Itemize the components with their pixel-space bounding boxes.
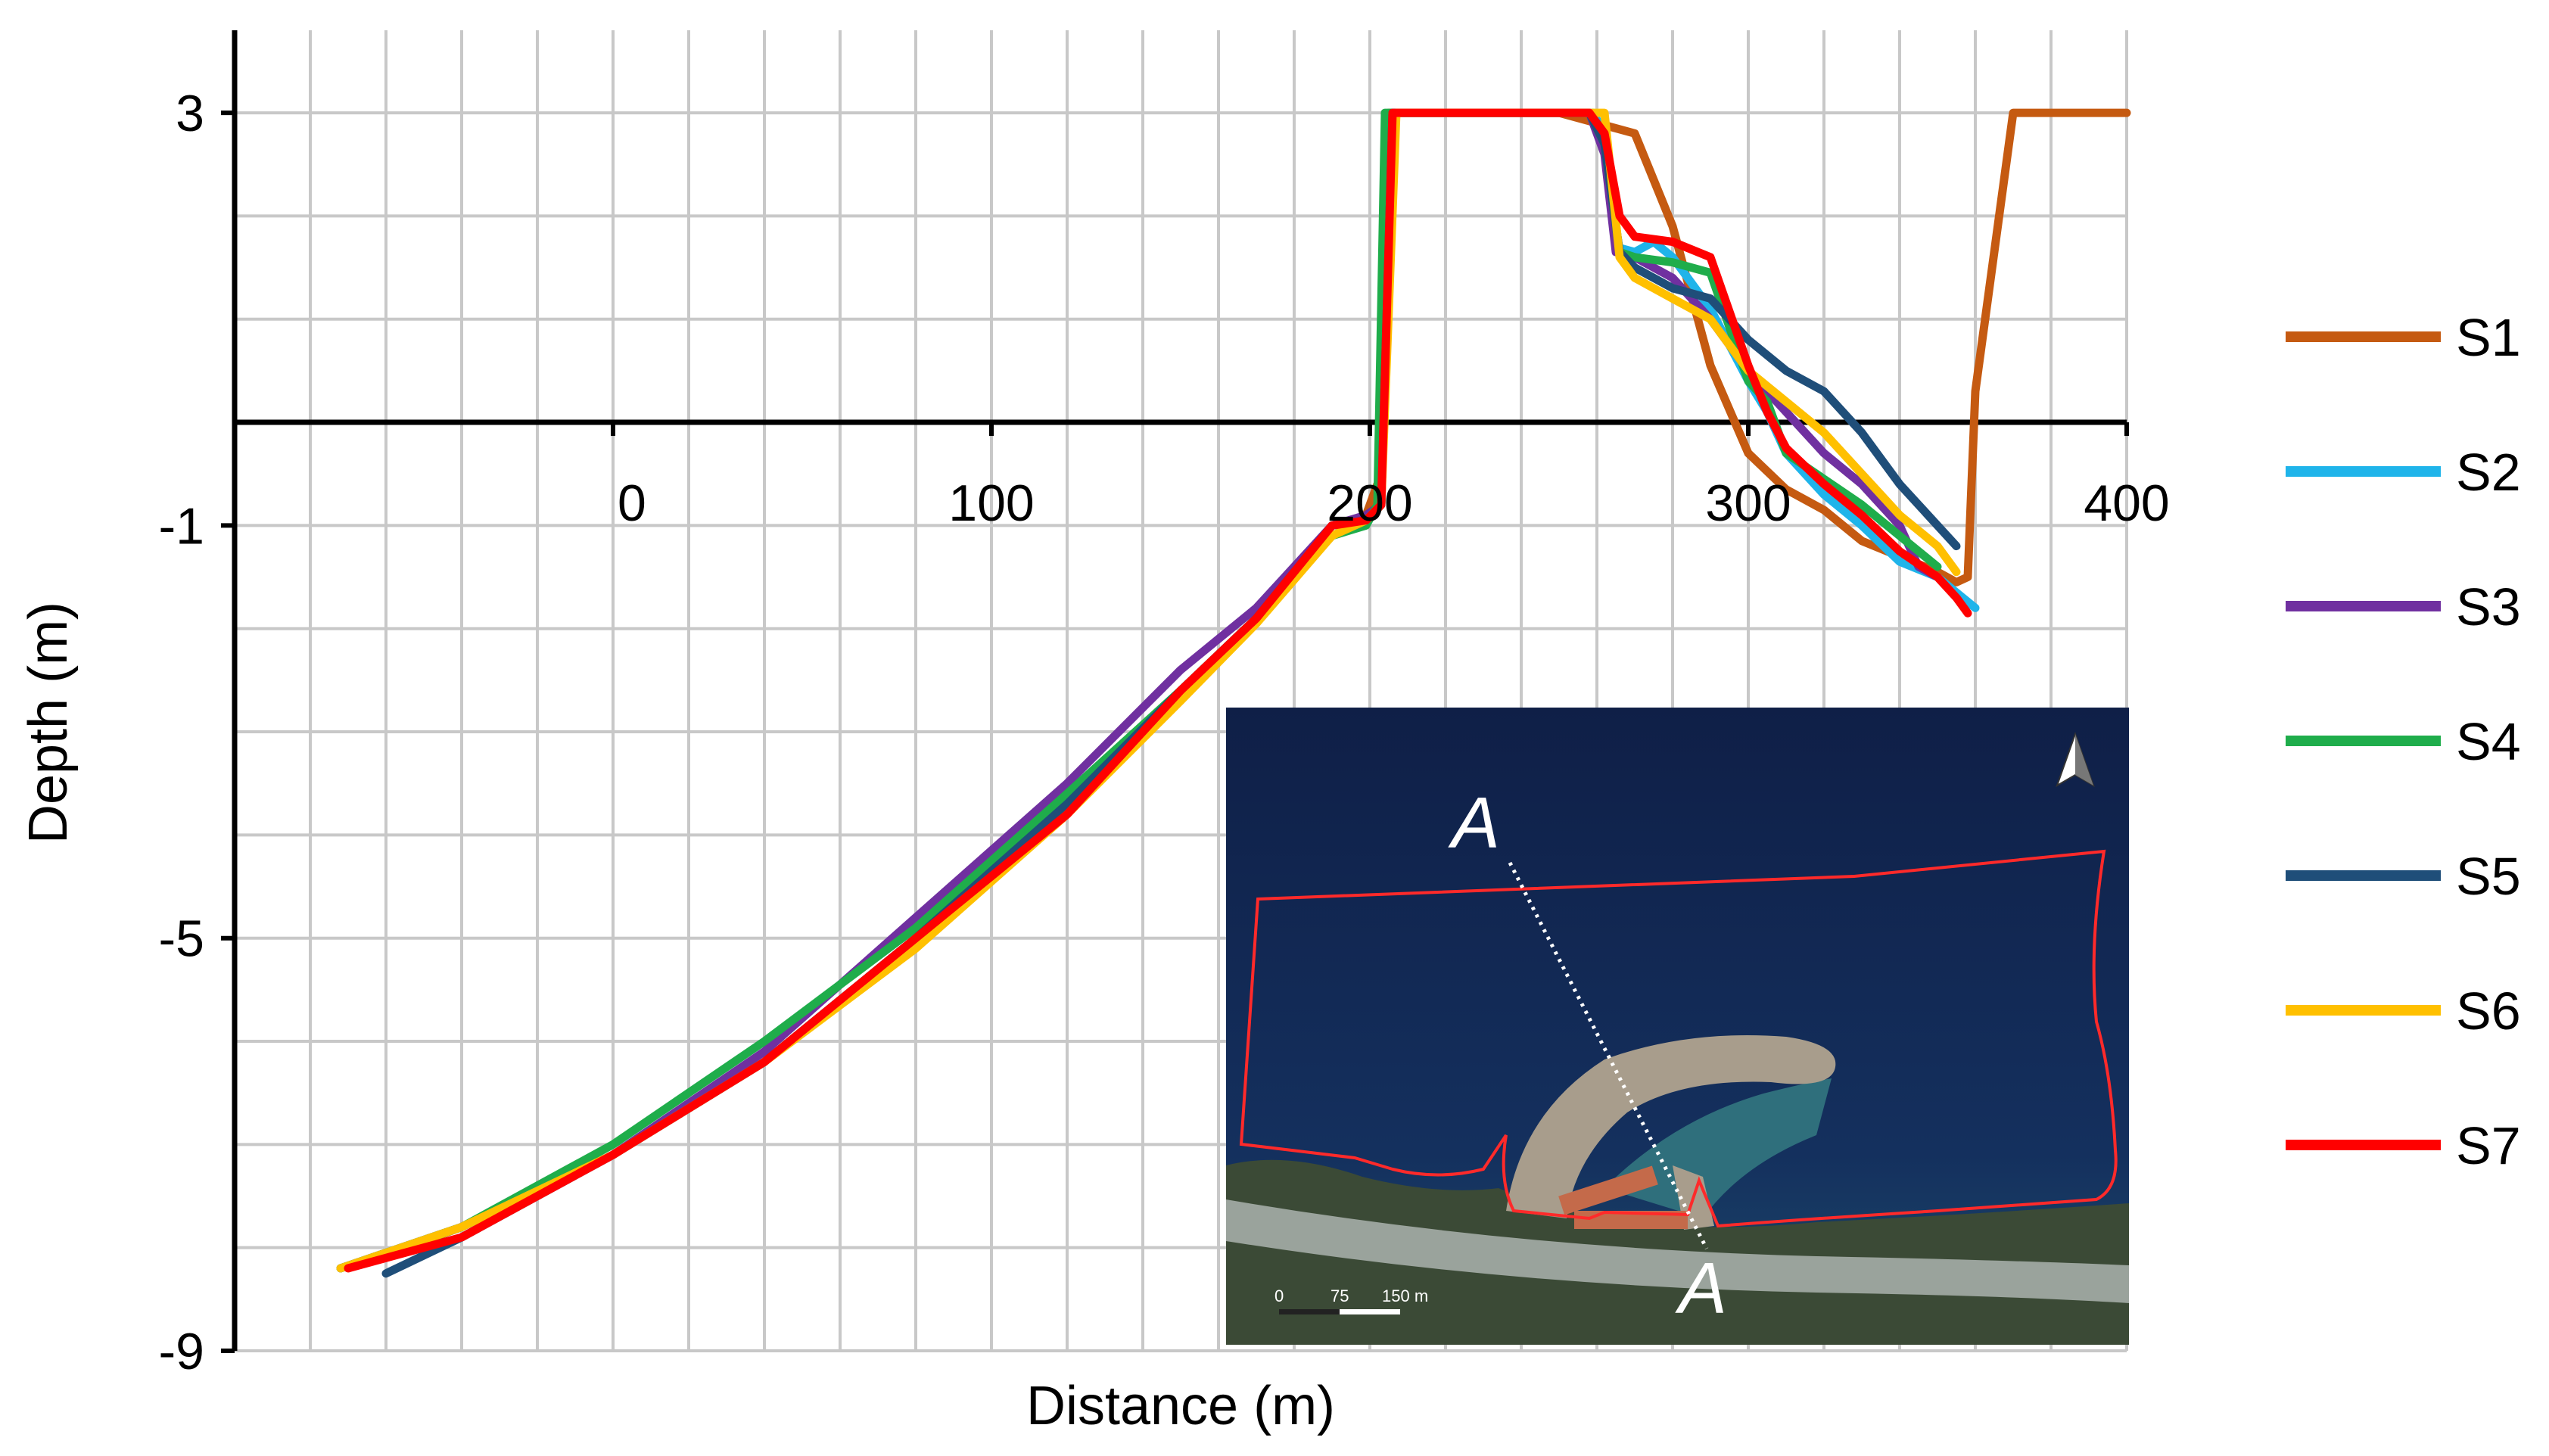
y-tick-label: -9 <box>159 1323 204 1380</box>
scale-label-75: 75 <box>1331 1286 1349 1305</box>
x-tick-label: 400 <box>2084 474 2169 532</box>
legend-label-s2: S2 <box>2456 443 2521 502</box>
x-tick-label: 0 <box>618 474 646 532</box>
legend-label-s6: S6 <box>2456 982 2521 1041</box>
coastal-road <box>1226 1199 2129 1303</box>
x-tick-label: 200 <box>1327 474 1412 532</box>
y-tick-label: 3 <box>176 85 204 142</box>
y-tick-label: -1 <box>159 497 204 555</box>
section-end-label: A <box>1675 1248 1727 1329</box>
series-line-s7 <box>344 108 1972 1273</box>
inset-satellite-map: A A 0 75 150 m <box>1226 708 2129 1345</box>
breakwater <box>1506 1035 1836 1218</box>
scale-label-150: 150 m <box>1382 1286 1428 1305</box>
series-layer <box>336 108 2131 1278</box>
study-area-outline <box>1239 849 2118 1228</box>
north-arrow-icon <box>2056 731 2095 788</box>
x-tick-label: 100 <box>948 474 1034 532</box>
scale-label-0: 0 <box>1274 1286 1284 1305</box>
y-axis-title: Depth (m) <box>18 602 79 844</box>
legend-label-s3: S3 <box>2456 577 2521 636</box>
harbor-building <box>1558 1165 1658 1215</box>
legend-label-s4: S4 <box>2456 712 2521 771</box>
y-tick-label: -5 <box>159 910 204 968</box>
legend-label-s1: S1 <box>2456 308 2521 367</box>
section-start-label: A <box>1448 782 1500 863</box>
harbor-basin <box>1604 1078 1832 1218</box>
section-line <box>1508 861 1709 1250</box>
scale-bar: 0 75 150 m <box>1274 1286 1428 1314</box>
tick-labels: 0 100 200 300 400 3 -1 -5 -9 <box>159 85 2170 1380</box>
x-tick-label: 300 <box>1705 474 1791 532</box>
legend-label-s5: S5 <box>2456 847 2521 906</box>
legend: S1 S2 S3 S4 S5 S6 S7 <box>2286 308 2521 1175</box>
legend-label-s7: S7 <box>2456 1116 2521 1175</box>
x-axis-title: Distance (m) <box>1026 1376 1335 1436</box>
